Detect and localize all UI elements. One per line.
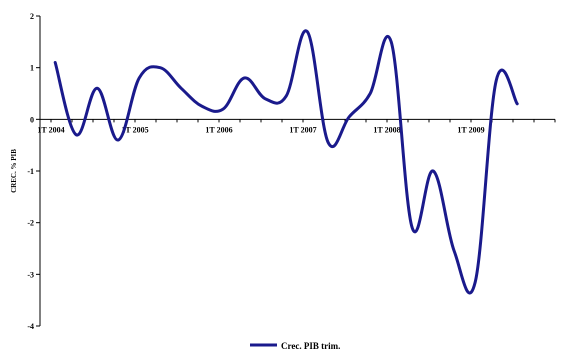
data-point: [348, 115, 351, 118]
data-point: [96, 87, 99, 90]
data-point: [390, 40, 393, 43]
y-tick-label: 0: [30, 115, 34, 124]
y-axis-title: CREC. % PIB: [10, 149, 18, 193]
data-point: [54, 61, 57, 64]
y-tick-labels: 2 1 0 -1 -2 -3 -4: [27, 12, 34, 331]
data-point: [117, 139, 120, 142]
data-point: [516, 102, 519, 105]
series-line: [53, 29, 519, 295]
data-point: [159, 66, 162, 69]
data-point: [453, 250, 456, 253]
x-tick-label: 1T 2005: [121, 125, 148, 134]
x-tick-label: 1T 2008: [373, 125, 400, 134]
data-point: [369, 92, 372, 95]
y-tick-label: -3: [27, 270, 34, 279]
legend: Crec. PIB trim.: [250, 341, 340, 351]
data-points: [54, 30, 519, 284]
data-point: [180, 87, 183, 90]
data-point: [495, 79, 498, 82]
data-point: [432, 170, 435, 173]
data-point: [138, 77, 141, 80]
y-tick-label: -4: [27, 322, 34, 331]
data-point: [306, 30, 309, 33]
x-tick-label: 1T 2006: [205, 125, 232, 134]
x-tick-label: 1T 2009: [457, 125, 484, 134]
x-tick-label: 1T 2007: [289, 125, 316, 134]
y-tick-label: -1: [27, 167, 34, 176]
data-point: [201, 105, 204, 108]
data-point: [474, 281, 477, 284]
y-tick-label: -2: [27, 219, 34, 228]
y-tick-label: 1: [30, 64, 34, 73]
x-tick-labels: 1T 2004 1T 2005 1T 2006 1T 2007 1T 2008 1T 20…: [37, 125, 484, 134]
x-tick-label: 1T 2004: [37, 125, 64, 134]
data-point: [411, 226, 414, 229]
data-point: [222, 108, 225, 111]
data-point: [264, 97, 267, 100]
data-point: [327, 141, 330, 144]
data-point: [285, 95, 288, 98]
legend-label: Crec. PIB trim.: [281, 341, 340, 351]
data-point: [75, 133, 78, 136]
y-tick-label: 2: [30, 12, 34, 21]
data-point: [243, 77, 246, 80]
